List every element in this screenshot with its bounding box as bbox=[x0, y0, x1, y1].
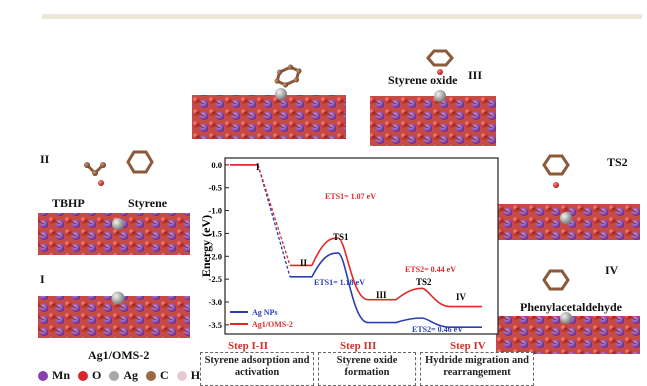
plot-frame bbox=[224, 157, 499, 335]
state-ii-label: II bbox=[40, 152, 50, 166]
y-tick-label: 0.0 bbox=[211, 160, 222, 170]
tbhp-label: TBHP bbox=[52, 196, 85, 210]
series-1-drop bbox=[257, 164, 291, 266]
header-rule bbox=[42, 14, 642, 19]
state-label-iii: III bbox=[376, 290, 387, 300]
y-tick-label: -1.5 bbox=[209, 228, 222, 238]
ets1-blue: ETS1= 1.18 eV bbox=[314, 278, 365, 287]
series-0-ts1-barrier bbox=[311, 252, 369, 324]
styrene-oxide-label: Styrene oxide bbox=[388, 73, 458, 87]
state-i-label: I bbox=[40, 272, 45, 286]
state-label-ts1: TS1 bbox=[333, 232, 349, 242]
y-axis-label: Energy (eV) bbox=[200, 215, 213, 277]
series-0-ts2-barrier bbox=[395, 317, 451, 328]
h-dot bbox=[176, 370, 187, 381]
step-iv-box: Hydride migration and rearrangement bbox=[420, 352, 534, 386]
y-tick-label: -3.0 bbox=[209, 297, 222, 307]
atom-legend: Mn O Ag C H bbox=[38, 368, 200, 383]
y-tick-label: -1.0 bbox=[209, 206, 222, 216]
y-tick-label: -2.0 bbox=[209, 251, 222, 261]
ets1-red: ETS1= 1.07 eV bbox=[325, 192, 376, 201]
catalyst-label: Ag1/OMS-2 bbox=[88, 348, 150, 362]
legend-ag-nps: Ag NPs bbox=[252, 308, 278, 317]
o-dot bbox=[78, 370, 88, 381]
y-tick-label: -2.5 bbox=[209, 274, 222, 284]
legend-c: C bbox=[160, 368, 169, 382]
ts2-label: TS2 bbox=[607, 155, 628, 169]
c-dot bbox=[146, 370, 157, 381]
ets2-red: ETS2= 0.44 eV bbox=[405, 265, 456, 274]
state-label-ts2: TS2 bbox=[416, 277, 432, 287]
series-0-drop bbox=[257, 164, 291, 278]
mn-dot bbox=[38, 370, 48, 381]
step-iii-box: Styrene oxide formation bbox=[318, 352, 416, 386]
styrene-label: Styrene bbox=[128, 196, 168, 210]
series-1-ts2-barrier bbox=[395, 287, 451, 308]
legend-h: H bbox=[190, 368, 201, 382]
y-tick-label: -3.5 bbox=[209, 320, 222, 330]
step-iii-label: Step III bbox=[340, 340, 377, 352]
legend-ag1-oms2: Ag1/OMS-2 bbox=[252, 320, 293, 329]
energy-profile-chart: Energy (eV) 0.0 -0.5 -1.0 -1.5 -2.0 -2.5 -3.0 -… bbox=[200, 157, 499, 335]
step-iv-label: Step IV bbox=[450, 340, 486, 352]
step-i-ii-label: Step I-II bbox=[228, 340, 269, 352]
legend-ag: Ag bbox=[123, 368, 139, 382]
state-label-iv: IV bbox=[456, 292, 467, 302]
state-label-i: I bbox=[256, 162, 260, 172]
ets2-blue: ETS2= 0.46 eV bbox=[412, 325, 463, 334]
step-i-ii-box: Styrene adsorption and activation bbox=[200, 352, 314, 386]
y-tick-label: -0.5 bbox=[209, 183, 222, 193]
legend-mn: Mn bbox=[52, 368, 70, 382]
series-1-ts1-barrier bbox=[311, 237, 369, 301]
phenylacetaldehyde-label: Phenylacetaldehyde bbox=[520, 300, 622, 314]
state-iv-label: IV bbox=[605, 263, 619, 277]
ag-dot bbox=[109, 370, 120, 381]
legend-o: O bbox=[92, 368, 102, 382]
state-iii-label: III bbox=[468, 68, 483, 82]
state-label-ii: II bbox=[300, 258, 308, 268]
